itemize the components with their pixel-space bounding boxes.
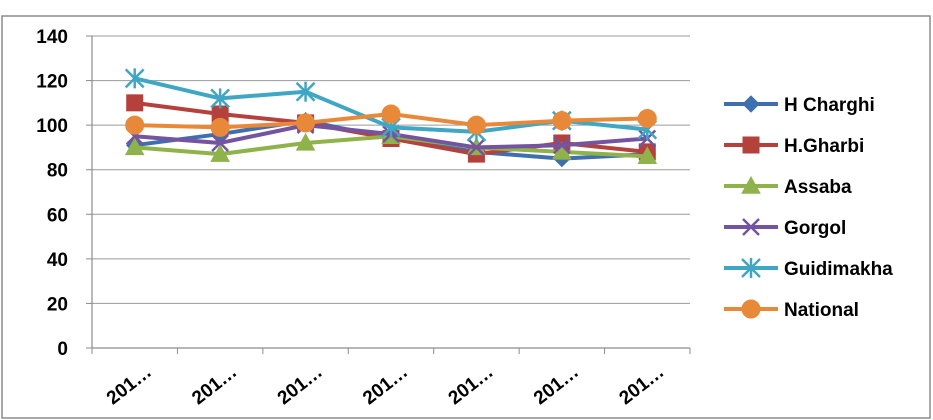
y-tick-label: 60 bbox=[47, 205, 68, 226]
legend-label: National bbox=[784, 300, 859, 321]
data-point-gorgol bbox=[552, 136, 571, 155]
y-tick-label: 80 bbox=[47, 161, 68, 182]
y-tick-label: 40 bbox=[47, 250, 68, 271]
legend-item-h-charghi: H Charghi bbox=[724, 95, 875, 116]
legend-item-national: National bbox=[724, 299, 859, 321]
data-point-national bbox=[466, 115, 486, 135]
y-tick-label: 20 bbox=[47, 294, 68, 315]
x-marker-stroke bbox=[552, 136, 571, 155]
data-point-guidimakha bbox=[295, 81, 316, 102]
data-point-national bbox=[552, 111, 572, 131]
legend-label: Gorgol bbox=[784, 218, 846, 239]
legend-marker bbox=[741, 258, 761, 278]
legend-item-guidimakha: Guidimakha bbox=[724, 258, 893, 280]
x-marker-stroke bbox=[467, 138, 486, 157]
data-point-national bbox=[381, 104, 401, 124]
y-tick-label: 0 bbox=[57, 339, 68, 360]
legend-label: H.Gharbi bbox=[784, 136, 864, 157]
legend: H Charghi H.Gharbi Assaba Gorgol Guidimakha N… bbox=[724, 95, 893, 321]
y-tick-label: 100 bbox=[36, 116, 68, 137]
data-point-guidimakha bbox=[124, 68, 145, 89]
legend-item-gorgol: Gorgol bbox=[724, 218, 846, 239]
data-point-assaba bbox=[295, 132, 316, 151]
legend-marker bbox=[742, 95, 760, 113]
data-point-national bbox=[637, 108, 657, 128]
data-point-h-gharbi bbox=[126, 94, 144, 112]
series-national bbox=[125, 104, 657, 137]
data-point-gorgol bbox=[467, 138, 486, 157]
legend-label: Assaba bbox=[784, 177, 852, 198]
data-point-assaba bbox=[210, 144, 230, 162]
y-tick-label: 140 bbox=[36, 27, 68, 48]
legend-marker bbox=[741, 175, 761, 194]
legend-label: H Charghi bbox=[784, 95, 875, 116]
data-point-national bbox=[125, 115, 145, 135]
y-tick-label: 120 bbox=[36, 72, 68, 93]
data-point-national bbox=[210, 117, 230, 137]
x-marker-stroke bbox=[742, 218, 760, 236]
legend-marker bbox=[742, 136, 760, 154]
legend-item-h-gharbi: H.Gharbi bbox=[724, 136, 864, 157]
chart-frame bbox=[1, 15, 931, 419]
data-point-national bbox=[296, 113, 316, 133]
data-point-assaba bbox=[637, 146, 658, 165]
legend-label: Guidimakha bbox=[784, 259, 893, 280]
x-marker-stroke bbox=[211, 134, 230, 152]
series-lines bbox=[124, 68, 658, 168]
legend-item-assaba: Assaba bbox=[724, 175, 852, 198]
data-point-guidimakha bbox=[210, 88, 231, 109]
data-point-assaba bbox=[124, 137, 145, 156]
legend-marker bbox=[742, 218, 760, 236]
data-point-gorgol bbox=[211, 134, 230, 152]
legend-marker bbox=[741, 299, 761, 319]
